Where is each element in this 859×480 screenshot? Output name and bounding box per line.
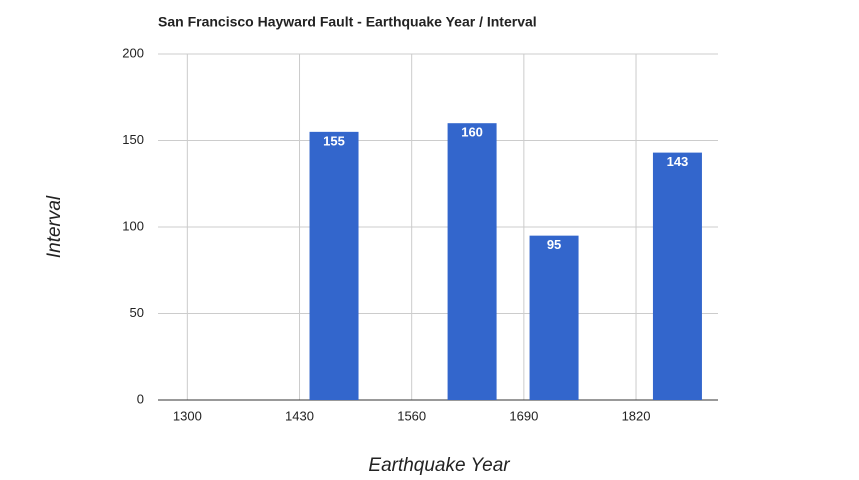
bar <box>529 235 579 400</box>
value-label: 160 <box>461 125 483 140</box>
bar <box>447 123 497 400</box>
y-tick-label: 50 <box>130 305 144 320</box>
bar <box>309 131 359 400</box>
y-tick-label: 0 <box>137 391 144 406</box>
value-label: 155 <box>323 133 345 148</box>
x-tick-label: 1430 <box>285 408 314 423</box>
y-tick-label: 200 <box>122 45 144 60</box>
value-label: 143 <box>667 154 689 169</box>
x-tick-label: 1560 <box>397 408 426 423</box>
x-tick-label: 1690 <box>509 408 538 423</box>
x-tick-label: 1820 <box>622 408 651 423</box>
value-label: 95 <box>547 237 561 252</box>
chart-title: San Francisco Hayward Fault - Earthquake… <box>158 14 537 30</box>
y-tick-label: 150 <box>122 132 144 147</box>
y-tick-label: 100 <box>122 218 144 233</box>
x-tick-label: 1300 <box>173 408 202 423</box>
bar <box>652 152 702 400</box>
y-axis-title: Interval <box>44 195 65 258</box>
x-axis-title: Earthquake Year <box>368 455 510 476</box>
